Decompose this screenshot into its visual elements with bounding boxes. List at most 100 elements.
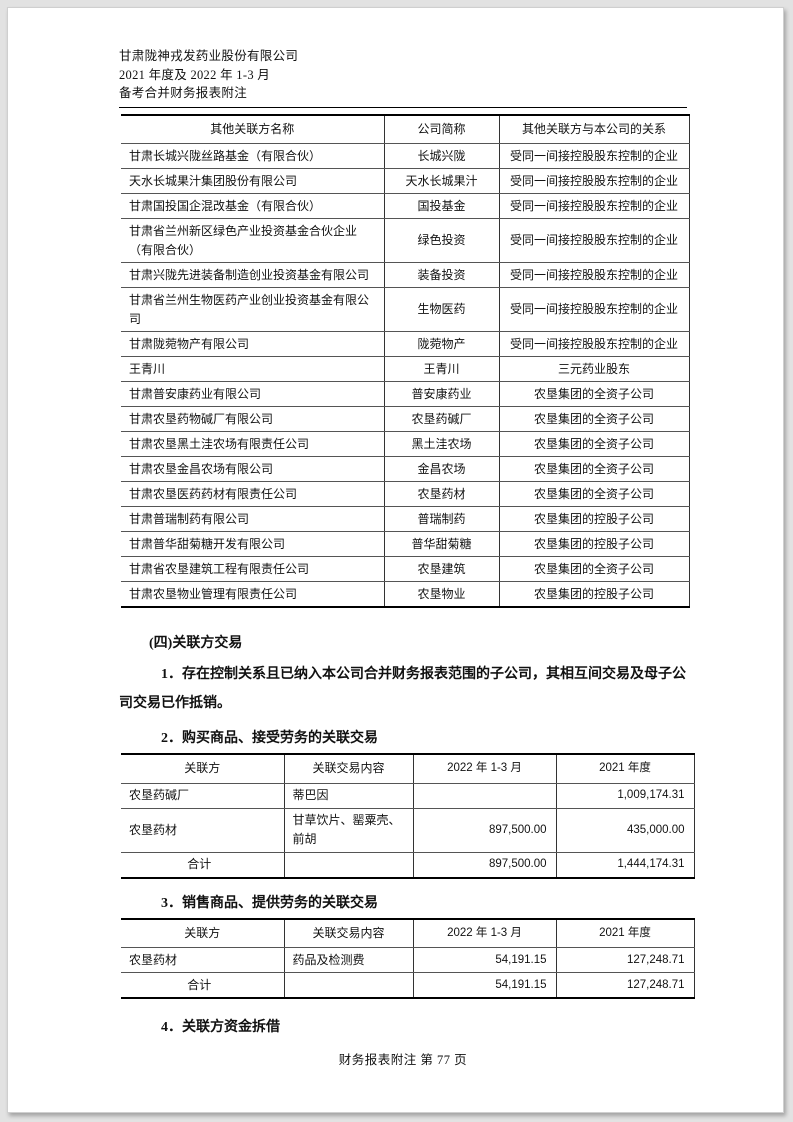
company-name: 甘肃陇神戎发药业股份有限公司 [119, 49, 299, 63]
table-row: 农垦药碱厂 蒂巴因 1,009,174.31 [121, 783, 695, 809]
column-header-relation: 其他关联方与本公司的关系 [499, 114, 690, 144]
document-page: 甘肃陇神戎发药业股份有限公司 2021 年度及 2022 年 1-3 月 备考合… [7, 7, 784, 1113]
table-cell [284, 972, 414, 998]
table-cell: 甘肃兴陇先进装备制造创业投资基金有限公司 [121, 262, 385, 288]
table-row: 甘肃普瑞制药有限公司 普瑞制药 农垦集团的控股子公司 [121, 506, 690, 532]
table-cell: 受同一间接控股股东控制的企业 [499, 262, 690, 288]
table-row: 农垦药材 甘草饮片、罂粟壳、前胡 897,500.00 435,000.00 [121, 808, 695, 853]
table-cell: 装备投资 [384, 262, 500, 288]
table-cell: 农垦集团的控股子公司 [499, 531, 690, 557]
table-cell: 1,009,174.31 [556, 783, 695, 809]
column-header-party: 关联方 [121, 754, 285, 784]
table-cell: 127,248.71 [556, 947, 695, 973]
table-cell: 农垦建筑 [384, 556, 500, 582]
table-row: 甘肃省农垦建筑工程有限责任公司 农垦建筑 农垦集团的全资子公司 [121, 556, 690, 582]
table-cell: 农垦药材 [121, 947, 285, 973]
table-cell: 甘肃农垦黑土洼农场有限责任公司 [121, 431, 385, 457]
table-cell: 甘肃省农垦建筑工程有限责任公司 [121, 556, 385, 582]
table-cell: 受同一间接控股股东控制的企业 [499, 193, 690, 219]
table-cell: 54,191.15 [413, 947, 557, 973]
table-cell: 黑土洼农场 [384, 431, 500, 457]
column-header-2022: 2022 年 1-3 月 [413, 918, 557, 948]
column-header-name: 其他关联方名称 [121, 114, 385, 144]
report-period: 2021 年度及 2022 年 1-3 月 [119, 67, 271, 82]
table-cell: 农垦集团的全资子公司 [499, 456, 690, 482]
table-cell: 普瑞制药 [384, 506, 500, 532]
table-cell: 54,191.15 [413, 972, 557, 998]
table-cell: 三元药业股东 [499, 356, 690, 382]
table-cell: 农垦药材 [121, 808, 285, 853]
table-cell: 农垦药碱厂 [121, 783, 285, 809]
table-cell: 甘肃长城兴陇丝路基金（有限合伙） [121, 143, 385, 169]
column-header-content: 关联交易内容 [284, 754, 414, 784]
table-cell: 王青川 [121, 356, 385, 382]
table-cell: 甘肃农垦金昌农场有限公司 [121, 456, 385, 482]
table-row: 甘肃普华甜菊糖开发有限公司 普华甜菊糖 农垦集团的控股子公司 [121, 531, 690, 557]
table-cell [284, 852, 414, 878]
table-row: 甘肃农垦医药药材有限责任公司 农垦药材 农垦集团的全资子公司 [121, 481, 690, 507]
table-row: 农垦药材 药品及检测费 54,191.15 127,248.71 [121, 947, 695, 973]
table-cell: 农垦集团的全资子公司 [499, 406, 690, 432]
table-cell: 甘肃普安康药业有限公司 [121, 381, 385, 407]
table-row: 甘肃兴陇先进装备制造创业投资基金有限公司 装备投资 受同一间接控股股东控制的企业 [121, 262, 690, 288]
table-cell: 甘肃省兰州生物医药产业创业投资基金有限公司 [121, 287, 385, 332]
table-cell: 甘肃农垦物业管理有限责任公司 [121, 581, 385, 607]
table-cell: 蒂巴因 [284, 783, 414, 809]
section-title: (四)关联方交易 [149, 636, 243, 651]
table-row: 甘肃长城兴陇丝路基金（有限合伙） 长城兴陇 受同一间接控股股东控制的企业 [121, 143, 690, 169]
table-cell: 农垦集团的全资子公司 [499, 481, 690, 507]
subsection-title-3: 3．销售商品、提供劳务的关联交易 [161, 895, 378, 911]
table-row: 甘肃农垦黑土洼农场有限责任公司 黑土洼农场 农垦集团的全资子公司 [121, 431, 690, 457]
table-cell: 农垦药碱厂 [384, 406, 500, 432]
subsection-title-4: 4．关联方资金拆借 [161, 1020, 280, 1035]
table-cell: 甘肃普瑞制药有限公司 [121, 506, 385, 532]
table-row: 王青川 王青川 三元药业股东 [121, 356, 690, 382]
table-cell: 127,248.71 [556, 972, 695, 998]
table-cell: 长城兴陇 [384, 143, 500, 169]
table-row: 甘肃农垦物业管理有限责任公司 农垦物业 农垦集团的控股子公司 [121, 581, 690, 607]
table-cell: 合计 [121, 972, 285, 998]
table-cell: 天水长城果汁集团股份有限公司 [121, 168, 385, 194]
table-cell: 甘草饮片、罂粟壳、前胡 [284, 808, 414, 853]
column-header-short: 公司简称 [384, 114, 500, 144]
table-header-row: 关联方 关联交易内容 2022 年 1-3 月 2021 年度 [121, 754, 695, 784]
table-cell: 甘肃国投国企混改基金（有限合伙） [121, 193, 385, 219]
document-type: 备考合并财务报表附注 [119, 86, 248, 100]
table-cell: 普安康药业 [384, 381, 500, 407]
table-total-row: 合计 897,500.00 1,444,174.31 [121, 852, 695, 878]
table-cell: 农垦集团的全资子公司 [499, 381, 690, 407]
table-cell: 甘肃农垦药物碱厂有限公司 [121, 406, 385, 432]
table-cell: 甘肃陇菀物产有限公司 [121, 331, 385, 357]
table-cell: 甘肃省兰州新区绿色产业投资基金合伙企业（有限合伙） [121, 218, 385, 263]
table-cell: 受同一间接控股股东控制的企业 [499, 168, 690, 194]
table-cell: 国投基金 [384, 193, 500, 219]
table-cell: 生物医药 [384, 287, 500, 332]
table-row: 天水长城果汁集团股份有限公司 天水长城果汁 受同一间接控股股东控制的企业 [121, 168, 690, 194]
column-header-content: 关联交易内容 [284, 918, 414, 948]
table-cell: 金昌农场 [384, 456, 500, 482]
table-cell: 王青川 [384, 356, 500, 382]
column-header-2021: 2021 年度 [556, 918, 695, 948]
table-row: 甘肃农垦药物碱厂有限公司 农垦药碱厂 农垦集团的全资子公司 [121, 406, 690, 432]
table-cell: 合计 [121, 852, 285, 878]
table-cell: 897,500.00 [413, 852, 557, 878]
table-header-row: 其他关联方名称 公司简称 其他关联方与本公司的关系 [121, 114, 690, 144]
column-header-2021: 2021 年度 [556, 754, 695, 784]
header-rule [119, 106, 687, 108]
table-cell: 435,000.00 [556, 808, 695, 853]
table-row: 甘肃普安康药业有限公司 普安康药业 农垦集团的全资子公司 [121, 381, 690, 407]
table-cell: 天水长城果汁 [384, 168, 500, 194]
table-cell: 897,500.00 [413, 808, 557, 853]
table-cell: 陇菀物产 [384, 331, 500, 357]
document-header: 甘肃陇神戎发药业股份有限公司 2021 年度及 2022 年 1-3 月 备考合… [119, 47, 687, 103]
column-header-party: 关联方 [121, 918, 285, 948]
column-header-2022: 2022 年 1-3 月 [413, 754, 557, 784]
table-cell: 绿色投资 [384, 218, 500, 263]
table-cell: 农垦集团的全资子公司 [499, 556, 690, 582]
purchase-transactions-table: 关联方 关联交易内容 2022 年 1-3 月 2021 年度 农垦药碱厂 蒂巴因… [121, 753, 695, 879]
table-cell: 农垦集团的全资子公司 [499, 431, 690, 457]
table-cell: 农垦集团的控股子公司 [499, 581, 690, 607]
table-cell: 农垦物业 [384, 581, 500, 607]
table-cell: 受同一间接控股股东控制的企业 [499, 287, 690, 332]
table-cell: 受同一间接控股股东控制的企业 [499, 331, 690, 357]
